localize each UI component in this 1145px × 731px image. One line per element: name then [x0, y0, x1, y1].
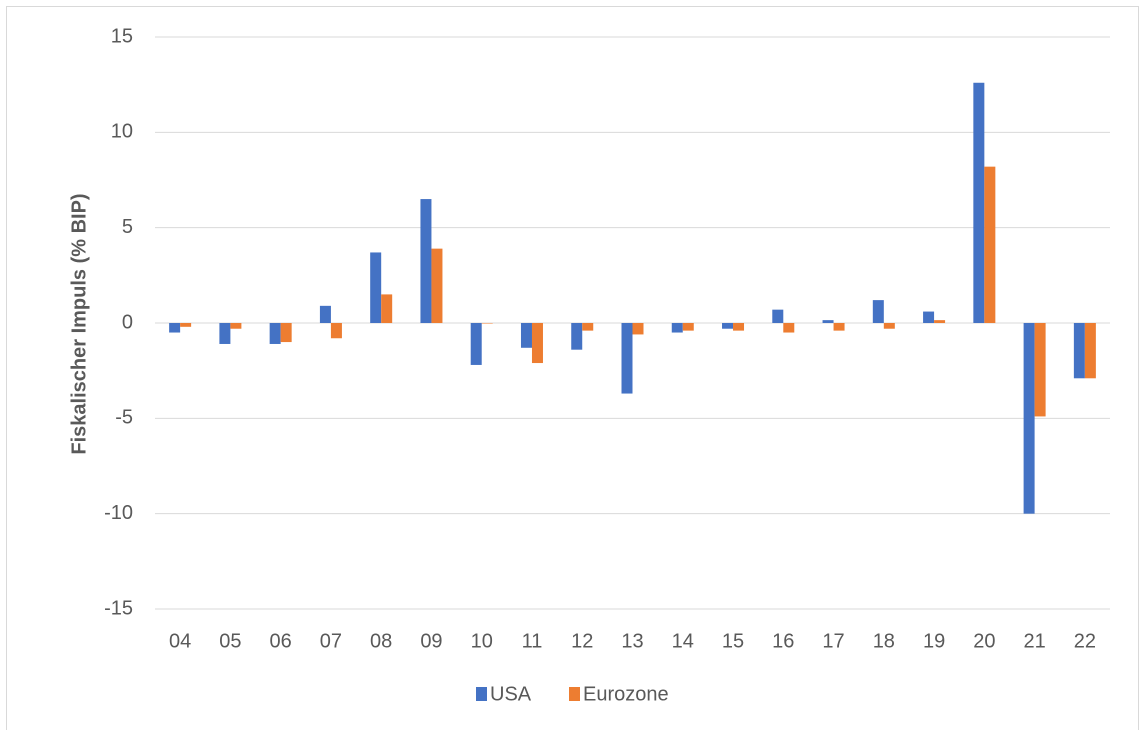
- y-tick-label: 5: [122, 216, 133, 238]
- y-tick-label: -10: [104, 502, 133, 524]
- x-tick-labels: 04 05 06 07 08 09 10 11 12 13 14 15 16 17 18 19 20 21 22: [169, 630, 1096, 652]
- y-tick-label: 10: [111, 121, 133, 143]
- bar-eurozone-05: [230, 323, 242, 329]
- bar-eurozone-18: [883, 323, 895, 329]
- bar-eurozone-15: [733, 323, 745, 331]
- bar-usa-07: [319, 305, 331, 323]
- x-tick-label: 04: [169, 630, 191, 652]
- bar-usa-17: [822, 320, 834, 323]
- bar-usa-13: [621, 323, 633, 394]
- x-tick-label: 22: [1074, 630, 1096, 652]
- bar-eurozone-10: [481, 323, 493, 324]
- y-tick-labels: -15 -10 -5 0 5 10 15: [104, 25, 133, 619]
- bar-eurozone-09: [431, 248, 443, 323]
- x-tick-label: 07: [320, 630, 342, 652]
- bar-eurozone-21: [1034, 323, 1046, 417]
- y-tick-label: -15: [104, 597, 133, 619]
- bar-eurozone-19: [934, 320, 946, 323]
- x-tick-label: 16: [772, 630, 794, 652]
- legend-swatch-usa: [476, 687, 487, 701]
- legend-swatch-eurozone: [569, 687, 580, 701]
- bar-usa-21: [1023, 323, 1035, 514]
- x-tick-label: 19: [923, 630, 945, 652]
- bar-usa-08: [370, 252, 382, 323]
- y-tick-label: -5: [115, 407, 133, 429]
- bar-eurozone-07: [330, 323, 342, 339]
- y-axis-label: Fiskalischer Impuls (% BIP): [68, 193, 90, 454]
- legend: USA Eurozone: [476, 683, 669, 705]
- bar-usa-19: [923, 311, 935, 323]
- bar-eurozone-04: [180, 323, 192, 327]
- bar-usa-12: [571, 323, 583, 350]
- bar-eurozone-11: [531, 323, 543, 364]
- y-tick-label: 0: [122, 311, 133, 333]
- bars: [169, 82, 1096, 514]
- bar-usa-16: [772, 309, 784, 323]
- gridlines: [155, 36, 1110, 610]
- bar-eurozone-14: [682, 323, 694, 331]
- x-tick-label: 14: [672, 630, 694, 652]
- bar-usa-06: [269, 323, 281, 344]
- x-tick-label: 08: [370, 630, 392, 652]
- bar-eurozone-20: [984, 166, 996, 323]
- bar-usa-04: [169, 323, 181, 333]
- bar-usa-18: [872, 300, 884, 323]
- bar-usa-15: [722, 323, 734, 329]
- x-tick-label: 11: [522, 630, 543, 652]
- legend-label-eurozone: Eurozone: [583, 683, 669, 705]
- x-tick-label: 15: [722, 630, 744, 652]
- bar-eurozone-12: [582, 323, 594, 331]
- bar-usa-05: [219, 323, 231, 344]
- bar-eurozone-13: [632, 323, 644, 335]
- legend-label-usa: USA: [490, 683, 532, 705]
- x-tick-label: 17: [822, 630, 844, 652]
- x-tick-label: 06: [270, 630, 292, 652]
- x-tick-label: 18: [873, 630, 895, 652]
- bar-eurozone-08: [381, 294, 393, 323]
- bar-usa-11: [520, 323, 532, 348]
- x-tick-label: 10: [471, 630, 493, 652]
- bar-usa-22: [1073, 323, 1085, 379]
- bar-usa-14: [671, 323, 683, 333]
- x-tick-label: 13: [621, 630, 643, 652]
- bar-usa-10: [470, 323, 482, 365]
- x-tick-label: 12: [571, 630, 593, 652]
- bar-eurozone-06: [280, 323, 292, 343]
- bar-eurozone-17: [833, 323, 845, 331]
- x-tick-label: 20: [973, 630, 995, 652]
- y-tick-label: 15: [111, 25, 133, 47]
- bar-usa-20: [973, 82, 985, 323]
- bar-eurozone-22: [1084, 323, 1096, 379]
- x-tick-label: 05: [219, 630, 241, 652]
- x-tick-label: 09: [420, 630, 442, 652]
- bar-usa-09: [420, 199, 432, 323]
- bar-eurozone-16: [783, 323, 795, 333]
- x-tick-label: 21: [1023, 630, 1045, 652]
